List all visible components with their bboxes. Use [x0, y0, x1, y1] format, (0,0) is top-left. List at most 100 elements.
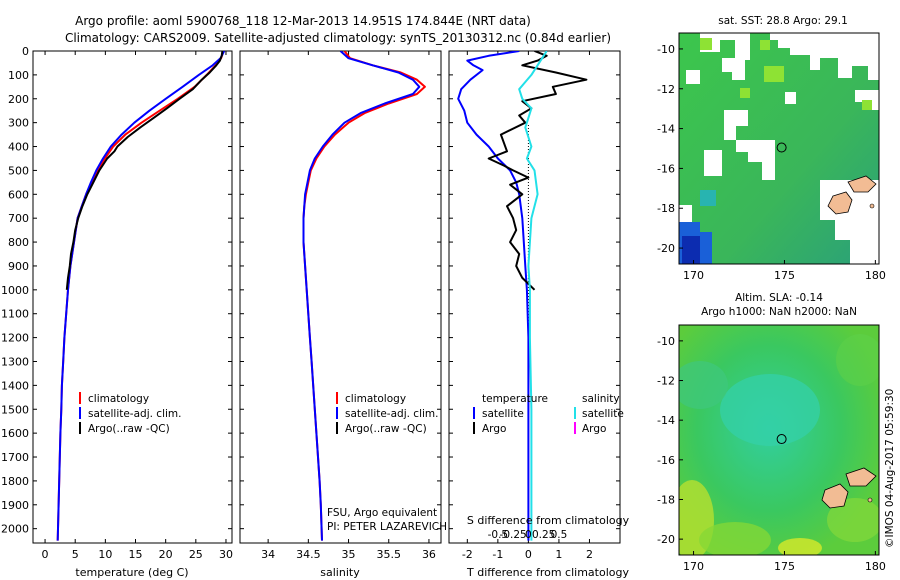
- ytick-label: 800: [8, 236, 29, 249]
- ytick-label: 1700: [1, 451, 29, 464]
- map-ytick-label: -16: [657, 454, 675, 467]
- ytick-label: 1600: [1, 427, 29, 440]
- x2tick-label: -0.25: [500, 529, 527, 541]
- legend-label-s-satellite: satellite: [582, 408, 624, 420]
- ytick-label: 400: [8, 141, 29, 154]
- legend-header-salinity: salinity: [582, 393, 620, 405]
- sst-warm-patches: [700, 38, 872, 110]
- sst-map-title: sat. SST: 28.8 Argo: 29.1: [718, 15, 848, 27]
- salinity-frame: [239, 50, 442, 544]
- ytick-label: 1500: [1, 403, 29, 416]
- legend-label-satellite: satellite-adj. clim.: [345, 408, 438, 420]
- legend-label-argo: Argo(..raw -QC): [345, 423, 427, 435]
- ytick-label: 0: [22, 45, 29, 58]
- sla-map-ticks: 170 175 180 -10 -12 -14 -16 -18 -20: [657, 335, 886, 573]
- difference-panel: -2 -1 0 1 2 S difference from climatology T …: [448, 50, 630, 579]
- xtick-label: 0: [42, 548, 49, 561]
- x2tick-label: 0.25: [532, 529, 555, 541]
- series-line: [457, 51, 530, 541]
- xtick-label: 20: [159, 548, 173, 561]
- xtick-label: 35.5: [376, 548, 401, 561]
- sla-blobs: [679, 334, 879, 555]
- map-ytick-label: -10: [657, 335, 675, 348]
- ytick-label: 1900: [1, 499, 29, 512]
- legend-label-climatology: climatology: [345, 393, 406, 405]
- ytick-label: 900: [8, 260, 29, 273]
- legend-label-s-argo: Argo: [582, 423, 606, 435]
- xtick-label: 10: [98, 548, 112, 561]
- legend-header-temperature: temperature: [482, 393, 548, 405]
- ytick-label: 1800: [1, 475, 29, 488]
- figure-title-line2: Climatology: CARS2009. Satellite-adjuste…: [65, 31, 611, 45]
- difference-yticks: [449, 50, 620, 530]
- difference-xlabel: T difference from climatology: [466, 566, 629, 579]
- map-ytick-label: -14: [657, 123, 675, 136]
- map-xtick-label: 170: [683, 269, 704, 282]
- legend-label-climatology: climatology: [88, 393, 149, 405]
- ytick-label: 100: [8, 69, 29, 82]
- salinity-lines: [302, 51, 426, 541]
- xtick-label: 1: [555, 548, 562, 561]
- ytick-label: 1300: [1, 355, 29, 368]
- legend-label-argo: Argo(..raw -QC): [88, 423, 170, 435]
- timestamp: ©IMOS 04-Aug-2017 05:59:30: [884, 389, 896, 548]
- salinity-xticks: 34 34.5 35 35.5 36: [261, 51, 436, 561]
- sst-map-frame: [678, 32, 880, 265]
- ytick-label: 2000: [1, 523, 29, 536]
- map-xtick-label: 175: [774, 560, 795, 573]
- series-line: [518, 51, 548, 541]
- salinity-legend: climatology satellite-adj. clim. Argo(..…: [336, 392, 438, 435]
- sla-map: Altim. SLA: -0.14 Argo h1000: NaN h2000:…: [657, 292, 886, 573]
- legend-label-t-argo: Argo: [482, 423, 506, 435]
- xtick-label: 36: [422, 548, 436, 561]
- xtick-label: 5: [72, 548, 79, 561]
- x2tick-label: 0.5: [551, 529, 568, 541]
- xtick-label: 15: [129, 548, 143, 561]
- figure-title-line1: Argo profile: aoml 5900768_118 12-Mar-20…: [75, 14, 531, 28]
- depth-yticks: 0 100 200 300 400 500 600 700 800 900 1000 1100 1200…: [1, 45, 232, 536]
- difference-x2label: S difference from climatology: [467, 514, 630, 527]
- sla-land: [821, 467, 877, 509]
- annotation-pi: PI: PETER LAZAREVICH: [327, 521, 447, 533]
- legend-label-satellite: satellite-adj. clim.: [88, 408, 181, 420]
- map-ytick-label: -16: [657, 162, 675, 175]
- map-ytick-label: -10: [657, 43, 675, 56]
- sst-cool-patches: [679, 190, 716, 264]
- difference-lines: [457, 51, 588, 541]
- sla-map-title-line1: Altim. SLA: -0.14: [735, 292, 823, 304]
- temperature-lines: [56, 51, 226, 541]
- xtick-label: 0: [525, 548, 532, 561]
- salinity-yticks: [240, 50, 441, 530]
- map-ytick-label: -12: [657, 83, 675, 96]
- x2tick-label: -0.5: [488, 529, 509, 541]
- ytick-label: 500: [8, 164, 29, 177]
- sla-map-title-line2: Argo h1000: NaN h2000: NaN: [701, 306, 857, 318]
- annotation-fsu: FSU, Argo equivalent: [327, 507, 437, 519]
- temperature-panel: 0 5 10 15 20 25 30 0 100 200 300 400 500 600 700 800 90…: [1, 45, 233, 579]
- map-ytick-label: -20: [657, 242, 675, 255]
- series-line: [487, 51, 588, 291]
- map-ytick-label: -14: [657, 414, 675, 427]
- difference-legend: temperature salinity satellite Argo sate…: [473, 393, 624, 435]
- sst-map: sat. SST: 28.8 Argo: 29.1: [657, 15, 886, 282]
- ytick-label: 600: [8, 188, 29, 201]
- ytick-label: 1400: [1, 379, 29, 392]
- legend-label-t-satellite: satellite: [482, 408, 524, 420]
- sla-map-frame: [678, 324, 880, 556]
- map-ytick-label: -12: [657, 375, 675, 388]
- xtick-label: 2: [586, 548, 593, 561]
- map-xtick-label: 175: [774, 269, 795, 282]
- argo-location-marker: [776, 142, 787, 153]
- ytick-label: 1200: [1, 332, 29, 345]
- xtick-label: 25: [189, 548, 203, 561]
- series-line: [65, 51, 224, 290]
- argo-location-marker: [776, 434, 787, 445]
- xtick-label: 34: [261, 548, 275, 561]
- xtick-label: 35: [342, 548, 356, 561]
- series-line: [302, 51, 421, 541]
- map-ytick-label: -18: [657, 202, 675, 215]
- temperature-xticks: 0 5 10 15 20 25 30: [42, 51, 233, 561]
- difference-frame: [448, 50, 621, 544]
- salinity-panel: 34 34.5 35 35.5 36 salinity climatology sate…: [239, 50, 447, 579]
